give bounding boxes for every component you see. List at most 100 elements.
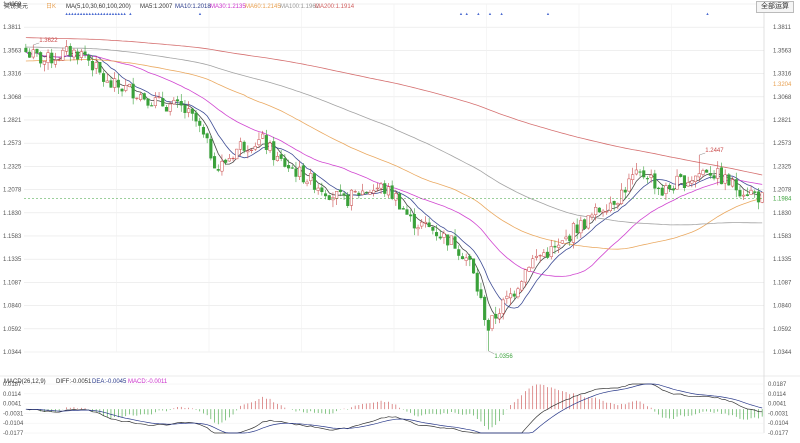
macd-left-tick: -0.0177	[3, 431, 24, 437]
ma-legend-ma10: MA10:1.2018	[175, 4, 211, 10]
event-marker: ▲	[117, 11, 121, 16]
candle	[261, 130, 265, 140]
candle-body	[497, 313, 501, 320]
extreme-annotation: 1.0356	[494, 354, 513, 360]
candle	[213, 152, 217, 169]
candle-body	[427, 222, 431, 227]
candle-body	[238, 141, 242, 150]
right-tick-label: 1.1335	[773, 257, 792, 263]
candle	[368, 189, 372, 196]
candle-body	[435, 232, 439, 237]
candle	[664, 182, 668, 200]
candle	[364, 191, 368, 194]
event-marker: ▲	[88, 11, 92, 16]
candle-body	[723, 174, 727, 184]
candle-body	[46, 52, 50, 63]
diff-line	[25, 383, 763, 434]
candle-body	[657, 187, 661, 189]
candle-body	[557, 244, 561, 248]
right-tick-label: 1.3811	[773, 25, 792, 31]
candle	[346, 192, 350, 209]
candle	[257, 132, 261, 148]
candle-body	[268, 142, 272, 151]
candle-body	[157, 96, 161, 98]
candle	[53, 52, 57, 68]
candle-body	[261, 133, 265, 139]
candle	[24, 43, 28, 53]
candle-body	[305, 181, 309, 184]
candle-body	[31, 49, 35, 58]
candle-body	[327, 195, 331, 200]
candle	[731, 176, 735, 188]
right-tick-label: 1.3068	[773, 95, 792, 101]
candle-body	[220, 161, 224, 172]
candle-body	[660, 187, 664, 196]
candle	[605, 204, 609, 215]
candle-body	[560, 240, 564, 244]
candle-body	[483, 296, 487, 321]
candle-body	[57, 59, 61, 61]
candle	[472, 258, 476, 275]
candle-body	[353, 191, 357, 193]
candle	[716, 161, 720, 186]
left-tick-label: 1.1583	[3, 234, 22, 240]
candle	[701, 168, 705, 178]
candle	[749, 185, 753, 195]
candle	[224, 158, 228, 166]
candle-body	[568, 235, 572, 242]
event-marker: ▲	[465, 11, 469, 16]
right-tick-label: 1.1087	[773, 280, 792, 286]
right-tick-label: 1.1583	[773, 234, 792, 240]
candle	[131, 77, 135, 105]
candle	[201, 124, 205, 138]
candle	[50, 48, 54, 69]
candle-body	[283, 158, 287, 167]
candle	[438, 229, 442, 240]
candle-body	[453, 236, 457, 249]
event-marker: ▲	[488, 11, 492, 16]
macd-right-tick: -0.0104	[768, 421, 789, 427]
candle	[523, 268, 527, 288]
ma-legend-ma200: MA200:1.1914	[315, 4, 355, 10]
candle-body	[183, 104, 187, 113]
ma-params-label: MA(5,10,30,60,100,200)	[66, 4, 131, 10]
candle-body	[690, 180, 694, 184]
calc-all-button[interactable]: 全部运算	[756, 1, 794, 13]
candle-body	[583, 219, 587, 229]
candle-body	[616, 203, 620, 206]
candle	[146, 98, 150, 109]
candle	[28, 48, 32, 58]
candle-body	[298, 166, 302, 177]
candle-body	[224, 159, 228, 163]
macd-right-tick: 0.0187	[768, 382, 787, 388]
event-marker: ▲	[123, 11, 127, 16]
candle	[660, 183, 664, 197]
candle	[520, 280, 524, 293]
candle	[486, 318, 490, 351]
candle-body	[213, 156, 217, 169]
event-marker: ▲	[70, 11, 74, 16]
right-tick-label: 1.0344	[773, 350, 792, 356]
event-markers: ▲▲▲▲▲▲▲▲▲▲▲▲▲▲▲▲▲▲▲▲▲ ▲ ▲ ▲ ▲ ▲ ▲ ▲ ▲ ▲	[65, 11, 710, 16]
candle-body	[176, 99, 180, 102]
candle-body	[83, 51, 87, 55]
candle	[327, 194, 331, 201]
candle	[250, 147, 254, 154]
candle-body	[642, 170, 646, 178]
candle-body	[490, 315, 494, 329]
candle	[723, 169, 727, 191]
candle-body	[653, 173, 657, 189]
candle-body	[579, 220, 583, 234]
dea-line	[25, 383, 763, 434]
macd-right-tick: -0.0177	[768, 431, 789, 437]
candle-body	[649, 174, 653, 178]
candle	[412, 208, 416, 236]
candle	[135, 97, 139, 101]
candle	[94, 56, 98, 75]
candle	[579, 216, 583, 238]
candle	[542, 248, 546, 257]
candle-body	[364, 192, 368, 194]
candle-body	[716, 168, 720, 179]
candle	[427, 218, 431, 228]
candle	[253, 142, 257, 151]
